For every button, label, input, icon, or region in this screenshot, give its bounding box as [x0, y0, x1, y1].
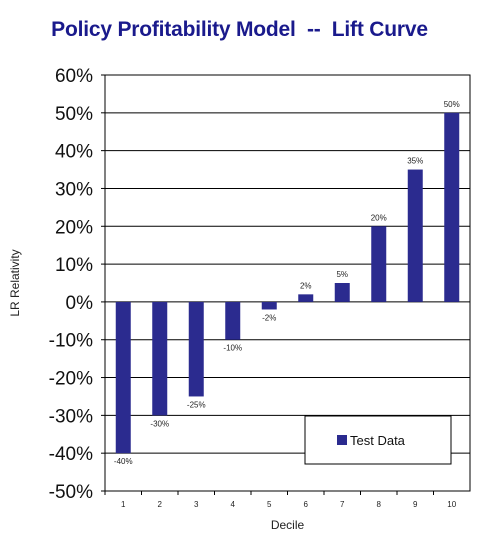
x-tick-label: 8 — [377, 500, 382, 509]
bar-decile-10 — [444, 112, 460, 302]
y-tick-label: 50% — [55, 104, 93, 125]
bar-decile-2 — [152, 301, 168, 416]
legend: Test Data — [304, 415, 452, 465]
bar-decile-1 — [115, 301, 131, 454]
bar-decile-8 — [371, 226, 387, 302]
y-tick-label: -50% — [49, 482, 93, 503]
x-tick-label: 2 — [158, 500, 163, 509]
bar-decile-6 — [298, 294, 314, 302]
y-tick-label: 0% — [66, 293, 94, 314]
y-tick-label: 10% — [55, 255, 93, 276]
data-label: -25% — [187, 400, 206, 409]
x-axis-label: Decile — [271, 518, 305, 532]
plot-frame — [104, 74, 471, 492]
y-axis-label: LR Relativity — [8, 249, 22, 316]
data-label: -40% — [114, 457, 133, 466]
y-tick-label: -30% — [49, 406, 93, 427]
y-tick-label: 40% — [55, 142, 93, 163]
x-tick-label: 1 — [121, 500, 126, 509]
data-label: 5% — [336, 270, 348, 279]
x-tick-label: 6 — [304, 500, 309, 509]
data-label: 50% — [444, 100, 460, 109]
data-label: -30% — [150, 419, 169, 428]
legend-box — [304, 415, 452, 465]
y-tick-label: -10% — [49, 331, 93, 352]
y-tick-label: 30% — [55, 179, 93, 200]
y-tick-label: -40% — [49, 444, 93, 465]
x-tick-label: 4 — [231, 500, 236, 509]
y-tick-label: 60% — [55, 66, 93, 87]
bar-decile-5 — [261, 301, 277, 310]
x-tick-labels: 1 2 3 4 5 6 7 8 9 10 — [121, 500, 457, 509]
data-label: 2% — [300, 281, 312, 290]
x-tick-label: 3 — [194, 500, 199, 509]
data-label: -10% — [223, 344, 242, 353]
x-tick-label: 10 — [447, 500, 456, 509]
bar-decile-7 — [334, 283, 350, 302]
bar-decile-3 — [188, 301, 204, 397]
x-tick-label: 9 — [413, 500, 418, 509]
y-tick-labels: 60% 50% 40% 30% 20% 10% 0% -10% -20% -30% -40% -50% — [49, 66, 93, 503]
chart-title: Policy Profitability Model -- Lift Curve — [51, 18, 428, 41]
bars — [115, 112, 460, 454]
y-tick-label: -20% — [49, 369, 93, 390]
data-labels: -40% -30% -25% -10% -2% 2% 5% 20% 35% 50% — [114, 100, 460, 466]
legend-swatch — [337, 435, 347, 445]
bar-decile-4 — [225, 301, 241, 340]
x-tick-label: 5 — [267, 500, 272, 509]
data-label: 35% — [407, 157, 423, 166]
data-label: 20% — [371, 213, 387, 222]
legend-label: Test Data — [350, 433, 406, 448]
x-tick-label: 7 — [340, 500, 345, 509]
bar-decile-9 — [407, 169, 423, 302]
data-label: -2% — [262, 313, 276, 322]
y-tick-label: 20% — [55, 217, 93, 238]
